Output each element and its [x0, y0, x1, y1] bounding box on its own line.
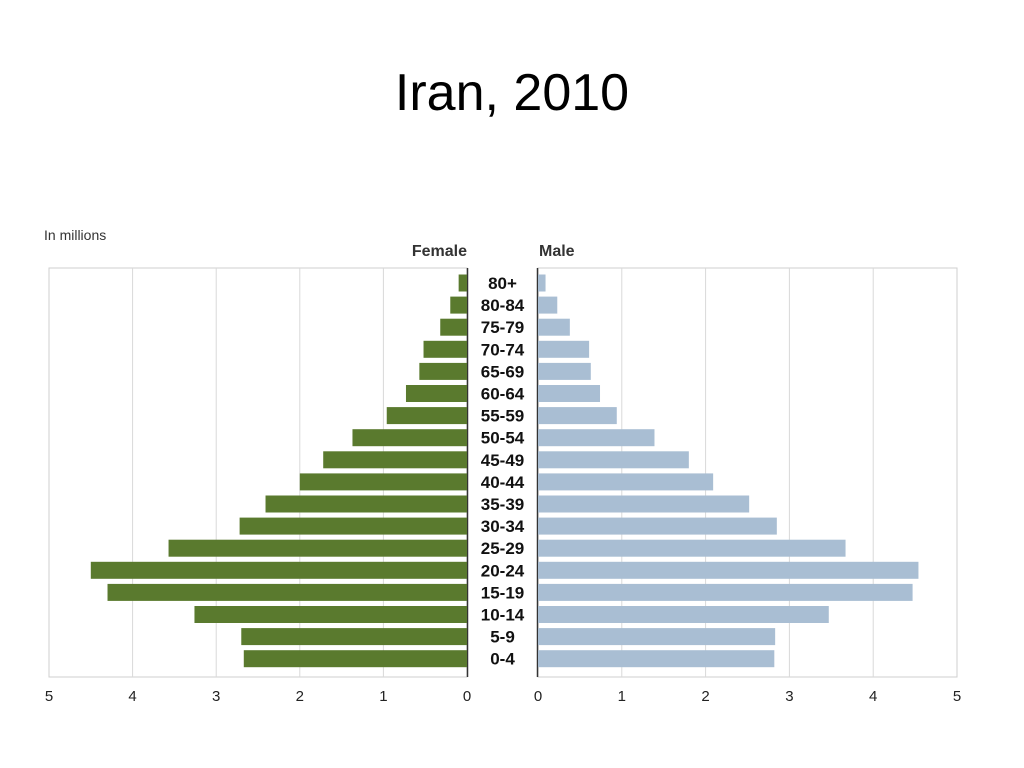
- age-group-label: 5-9: [490, 628, 515, 647]
- male-bar-25-29: [538, 539, 846, 557]
- female-tick-label: 2: [296, 688, 304, 705]
- female-bar-70-74: [423, 340, 467, 358]
- female-bar-5-9: [241, 628, 467, 646]
- slide-title: Iran, 2010: [394, 64, 630, 122]
- male-bar-55-59: [538, 407, 617, 425]
- female-bar-80-84: [450, 296, 467, 314]
- female-bar-50-54: [352, 429, 467, 447]
- male-bar-40-44: [538, 473, 714, 491]
- male-bar-35-39: [538, 495, 750, 513]
- age-group-label: 40-44: [481, 473, 525, 492]
- female-bar-35-39: [265, 495, 467, 513]
- male-bar-45-49: [538, 451, 689, 469]
- male-bar-60-64: [538, 385, 601, 402]
- male-tick-label: 1: [618, 688, 626, 705]
- female-tick-label: 5: [45, 688, 53, 705]
- age-group-label: 60-64: [481, 385, 525, 404]
- female-tick-label: 0: [463, 688, 471, 705]
- female-tick-label: 3: [212, 688, 220, 705]
- male-bar-20-24: [538, 561, 919, 579]
- age-group-label: 75-79: [481, 318, 524, 337]
- male-bar-70-74: [538, 340, 590, 358]
- female-bar-20-24: [90, 561, 468, 579]
- female-tick-label: 4: [128, 688, 136, 705]
- male-bar-5-9: [538, 628, 776, 646]
- male-bar-30-34: [538, 517, 777, 535]
- age-group-label: 80-84: [481, 296, 525, 315]
- female-tick-label: 1: [379, 688, 387, 705]
- female-bar-80+: [458, 274, 467, 292]
- female-bar-45-49: [323, 451, 467, 469]
- female-bar-75-79: [440, 318, 467, 336]
- age-group-label: 15-19: [481, 583, 524, 602]
- female-bar-65-69: [419, 362, 467, 380]
- female-bar-15-19: [107, 583, 468, 601]
- female-bar-60-64: [405, 385, 467, 402]
- female-bar-10-14: [194, 606, 468, 623]
- age-group-label: 10-14: [481, 606, 525, 625]
- female-bar-55-59: [386, 407, 467, 425]
- age-group-label: 25-29: [481, 539, 524, 558]
- male-tick-label: 4: [869, 688, 877, 705]
- legend-male: Male: [539, 243, 575, 260]
- male-tick-label: 5: [953, 688, 961, 705]
- male-bar-75-79: [538, 318, 570, 336]
- age-group-label: 45-49: [481, 451, 524, 470]
- male-bar-0-4: [538, 650, 775, 668]
- age-group-label: 0-4: [490, 650, 515, 669]
- age-group-label: 35-39: [481, 495, 524, 514]
- female-bar-40-44: [299, 473, 467, 491]
- male-bar-80+: [538, 274, 546, 292]
- male-bar-50-54: [538, 429, 655, 447]
- male-tick-label: 0: [534, 688, 542, 705]
- female-bar-0-4: [243, 650, 467, 668]
- age-group-label: 20-24: [481, 561, 525, 580]
- age-group-label: 65-69: [481, 362, 524, 381]
- male-tick-label: 3: [785, 688, 793, 705]
- male-tick-label: 2: [701, 688, 709, 705]
- age-group-label: 80+: [488, 274, 517, 293]
- age-group-label: 50-54: [481, 429, 525, 448]
- male-bar-15-19: [538, 583, 913, 601]
- male-bar-10-14: [538, 606, 829, 623]
- age-group-label: 30-34: [481, 517, 525, 536]
- age-group-label: 55-59: [481, 407, 524, 426]
- male-bar-80-84: [538, 296, 558, 314]
- female-bar-25-29: [168, 539, 467, 557]
- female-bar-30-34: [239, 517, 467, 535]
- male-bar-65-69: [538, 362, 591, 380]
- age-group-label: 70-74: [481, 340, 525, 359]
- unit-label: In millions: [44, 227, 106, 243]
- legend-female: Female: [412, 243, 467, 260]
